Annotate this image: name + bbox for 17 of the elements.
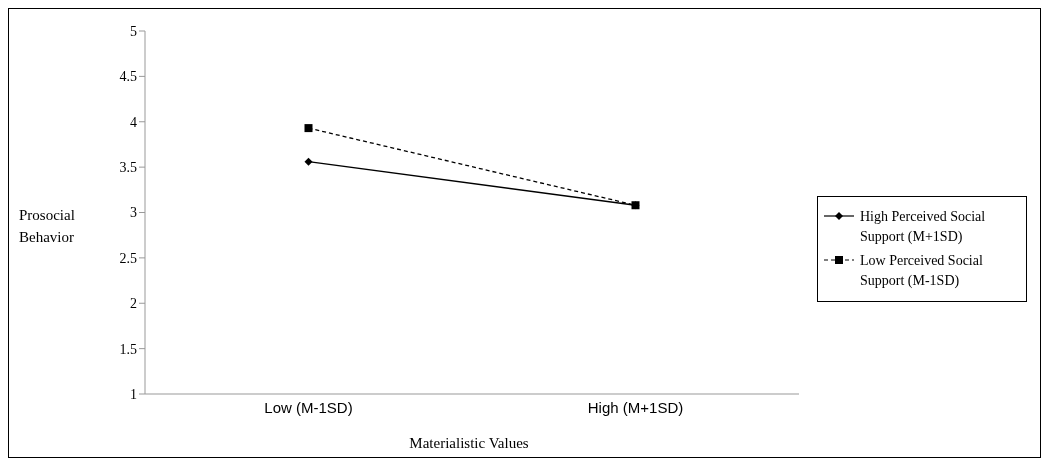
x-axis-title: Materialistic Values	[408, 435, 530, 452]
y-tick-label: 4.5	[119, 69, 137, 85]
legend-label: Low Perceived Social Support (M-1SD)	[860, 252, 984, 290]
y-tick-label: 3.5	[119, 160, 137, 176]
x-tick-label: High (M+1SD)	[587, 398, 684, 416]
y-tick-label: 3	[130, 205, 137, 221]
point	[304, 157, 313, 166]
y-tick-label: 1	[130, 386, 137, 402]
y-tick-label: 2	[130, 296, 137, 312]
y-tick-label: 5	[130, 23, 137, 39]
y-tick-label: 1.5	[119, 341, 137, 357]
legend-label: High Perceived Social Support (M+1SD)	[860, 208, 987, 246]
x-tick-label: Low (M-1SD)	[264, 398, 353, 416]
y-tick-label: 2.5	[119, 250, 137, 266]
point	[304, 124, 313, 133]
y-axis-title: Prosocial Behavior	[19, 206, 76, 247]
y-tick-label: 4	[130, 114, 137, 130]
